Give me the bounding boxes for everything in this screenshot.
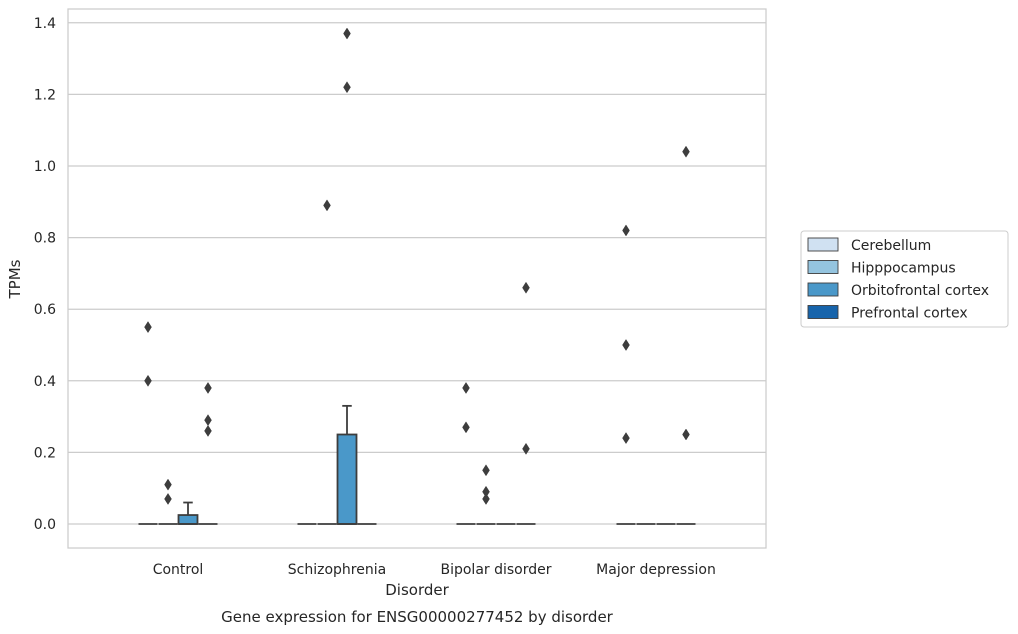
outlier-point [682, 145, 690, 158]
legend-swatch [807, 305, 839, 319]
outlier-point [164, 478, 172, 491]
outlier-point [144, 374, 152, 387]
y-tick-label: 0.8 [34, 231, 56, 247]
x-tick-label: Control [153, 562, 204, 578]
box-3-3 [676, 145, 696, 525]
legend-swatch [807, 282, 839, 297]
legend-swatch [807, 237, 839, 252]
box-2-1 [336, 27, 358, 525]
y-tick-label: 0.2 [34, 445, 56, 461]
y-tick-label: 0.4 [34, 374, 56, 390]
outlier-point [622, 432, 630, 445]
y-axis-label: TPMs [6, 259, 24, 299]
box-3-2 [516, 281, 536, 525]
y-tick-label: 1.0 [34, 159, 56, 175]
legend-swatch [807, 260, 839, 274]
box-1-2 [476, 464, 496, 525]
plot-area [67, 8, 767, 549]
box-2-0 [177, 501, 199, 525]
y-tick-label: 0.6 [34, 302, 56, 318]
legend: Cerebellum Hipppocampus Orbitofrontal cort… [800, 230, 1009, 328]
box-body [177, 514, 199, 525]
outlier-point [462, 381, 470, 394]
x-tick-label: Major depression [596, 562, 716, 578]
box-1-1 [317, 199, 337, 525]
outlier-point [204, 424, 212, 437]
box-0-0 [138, 321, 158, 525]
x-tick-label: Bipolar disorder [440, 562, 551, 578]
outlier-point [462, 421, 470, 434]
legend-frame [800, 230, 1009, 328]
legend-label: Prefrontal cortex [851, 306, 968, 322]
outlier-point [682, 428, 690, 441]
x-axis-label: Disorder [385, 581, 449, 599]
outlier-point [144, 321, 152, 334]
outlier-point [622, 224, 630, 237]
legend-label: Cerebellum [851, 238, 931, 254]
outlier-point [343, 81, 351, 94]
box-0-2 [456, 381, 476, 525]
y-tick-labels: 0.0 0.2 0.4 0.6 0.8 1.0 1.2 1.4 [34, 16, 56, 533]
box-3-0 [198, 381, 218, 525]
chart-caption: Gene expression for ENSG00000277452 by d… [221, 608, 614, 626]
outlier-point [164, 492, 172, 505]
y-gridlines [68, 22, 766, 525]
box-groups [138, 27, 696, 525]
y-tick-label: 1.2 [34, 87, 56, 103]
outlier-point [522, 442, 530, 455]
box-0-3 [616, 224, 636, 525]
x-tick-labels: Control Schizophrenia Bipolar disorder Majo… [153, 562, 716, 578]
outlier-point [622, 339, 630, 351]
legend-label: Hipppocampus [851, 261, 956, 277]
box-body [336, 433, 358, 525]
outlier-point [482, 492, 490, 505]
y-tick-label: 1.4 [34, 16, 56, 32]
outlier-point [482, 464, 490, 477]
box-1-0 [158, 478, 178, 525]
outlier-point [522, 281, 530, 294]
y-tick-label: 0.0 [34, 517, 56, 533]
outlier-point [343, 27, 351, 40]
legend-label: Orbitofrontal cortex [851, 283, 989, 299]
outlier-point [323, 199, 331, 212]
x-tick-label: Schizophrenia [288, 562, 386, 578]
outlier-point [204, 381, 212, 394]
